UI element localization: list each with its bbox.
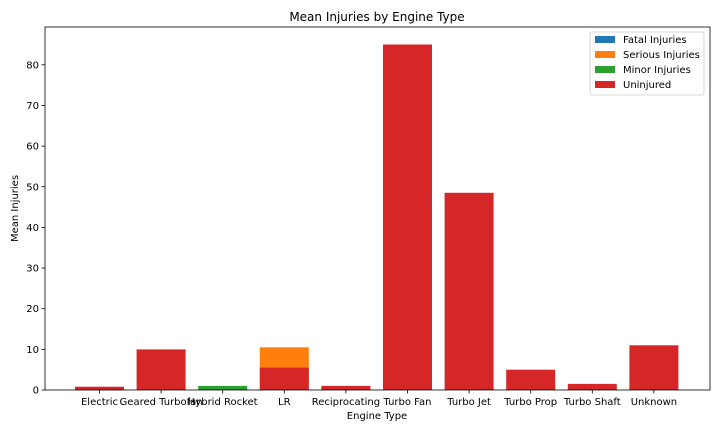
y-tick-label: 80 (26, 60, 39, 71)
bars-layer (75, 44, 679, 390)
legend-box (589, 31, 705, 96)
bar-minor-injuries-hybrid-rocket (198, 385, 248, 390)
bar-uninjured-electric (75, 386, 124, 390)
legend: Fatal Injuries Serious Injuries Minor Inju… (589, 31, 705, 96)
legend-swatch-fatal-injuries (595, 36, 615, 43)
y-tick-label: 0 (33, 386, 39, 397)
x-tick-label: Turbo Fan (383, 397, 432, 408)
legend-swatch-serious-injuries (595, 51, 615, 58)
bar-uninjured-turbo-jet (444, 192, 494, 390)
bar-uninjured-geared-turbofan (136, 349, 186, 390)
x-tick-label: Electric (81, 397, 118, 408)
y-tick-label: 30 (26, 264, 39, 275)
x-tick-label: Reciprocating (312, 397, 380, 408)
y-tick-label: 60 (26, 142, 39, 153)
x-tick-label: Hybrid Rocket (188, 397, 258, 408)
x-tick-label: LR (278, 397, 291, 408)
bar-uninjured-unknown (629, 345, 679, 390)
y-axis-label: Mean Injuries (10, 175, 21, 242)
x-tick-label: Turbo Jet (446, 397, 491, 408)
legend-label-minor-injuries: Minor Injuries (623, 65, 691, 76)
y-axis: 0 10 20 30 40 50 60 70 80 (26, 60, 45, 397)
x-tick-label: Turbo Prop (503, 397, 557, 408)
legend-label-fatal-injuries: Fatal Injuries (623, 35, 687, 46)
legend-label-uninjured: Uninjured (623, 80, 671, 91)
x-tick-label: Geared Turbofan (120, 397, 203, 408)
x-tick-label: Unknown (631, 397, 677, 408)
legend-label-serious-injuries: Serious Injuries (623, 50, 700, 61)
bar-uninjured-turbo-fan (383, 44, 432, 390)
x-axis-label: Engine Type (347, 411, 407, 422)
legend-swatch-minor-injuries (595, 66, 615, 73)
legend-swatch-uninjured (595, 81, 615, 88)
bar-uninjured-reciprocating (321, 385, 371, 390)
y-tick-label: 40 (26, 223, 39, 234)
y-tick-label: 10 (26, 345, 39, 356)
y-tick-label: 20 (26, 304, 39, 315)
y-tick-label: 70 (26, 101, 39, 112)
plot-frame (44, 26, 711, 391)
bar-uninjured-turbo-prop (506, 369, 556, 390)
bar-uninjured-lr (259, 367, 309, 390)
y-tick-label: 50 (26, 182, 39, 193)
chart-title: Mean Injuries by Engine Type (289, 10, 464, 24)
x-tick-label: Turbo Shaft (563, 397, 621, 408)
bar-uninjured-turbo-shaft (567, 383, 617, 390)
